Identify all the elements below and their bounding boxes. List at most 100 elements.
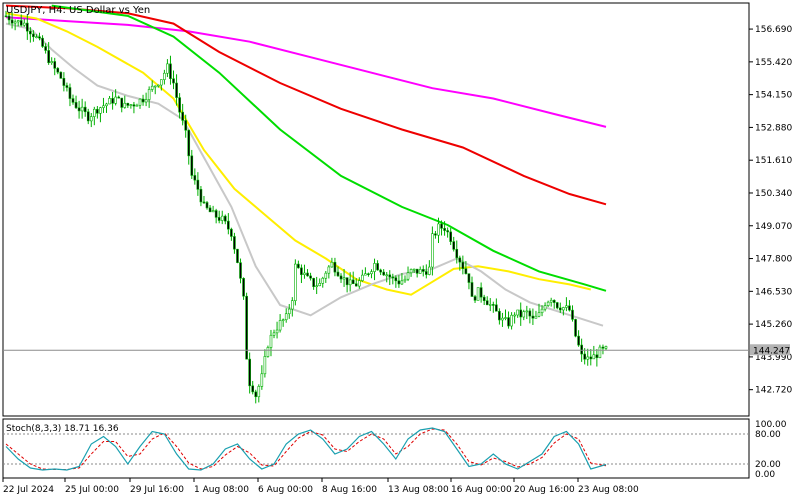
bullish-candle — [565, 305, 568, 308]
bullish-candle — [586, 356, 590, 360]
bearish-candle — [233, 236, 236, 250]
bearish-candle — [239, 262, 242, 279]
bearish-candle — [552, 299, 556, 303]
bearish-candle — [421, 269, 425, 272]
bullish-candle — [327, 266, 331, 274]
bullish-candle — [266, 347, 270, 357]
bearish-candle — [473, 296, 477, 301]
price-tick-label: 155.420 — [755, 58, 792, 68]
price-tick-label: 151.610 — [755, 156, 792, 166]
bullish-candle — [275, 329, 279, 334]
bullish-candle — [303, 272, 306, 275]
bearish-candle — [583, 353, 586, 360]
bullish-candle — [324, 272, 328, 279]
bullish-candle — [412, 268, 416, 271]
bearish-candle — [117, 96, 120, 99]
bearish-candle — [425, 271, 428, 275]
bullish-candle — [160, 79, 163, 86]
bearish-candle — [461, 261, 465, 269]
bearish-candle — [245, 295, 248, 360]
price-tick-label: 143.990 — [755, 353, 792, 363]
bullish-candle — [385, 274, 389, 277]
bullish-candle — [147, 89, 151, 100]
time-tick-label: 1 Aug 08:00 — [194, 485, 249, 495]
bullish-candle — [278, 320, 282, 331]
stochastic-panel-frame — [2, 418, 750, 479]
bullish-candle — [361, 274, 364, 281]
bearish-candle — [187, 129, 191, 157]
stochastic-axis-label: 80.00 — [755, 430, 781, 440]
bullish-candle — [510, 314, 513, 327]
time-tick-label: 20 Aug 16:00 — [514, 485, 575, 495]
bearish-candle — [193, 175, 197, 181]
moving-average-line — [5, 12, 592, 296]
stochastic-axis-label: 20.00 — [755, 460, 781, 470]
bullish-candle — [13, 21, 17, 24]
bearish-candle — [577, 335, 580, 346]
bearish-candle — [10, 19, 14, 24]
bearish-candle — [479, 287, 483, 298]
bearish-candle — [184, 120, 187, 131]
bullish-candle — [315, 285, 318, 288]
bearish-candle — [65, 85, 69, 88]
bullish-candle — [284, 313, 288, 321]
bearish-candle — [248, 358, 251, 387]
bullish-candle — [163, 72, 166, 80]
bullish-candle — [476, 287, 480, 301]
bearish-candle — [595, 354, 599, 359]
bearish-candle — [19, 20, 23, 26]
bullish-candle — [370, 271, 373, 275]
bearish-candle — [29, 30, 32, 35]
bearish-candle — [519, 309, 523, 318]
current-price-box — [750, 344, 790, 356]
bearish-candle — [485, 300, 489, 306]
bearish-candle — [205, 202, 209, 209]
bullish-candle — [330, 261, 334, 268]
bullish-candle — [562, 307, 565, 311]
bullish-candle — [549, 299, 553, 303]
stochastic-main-line — [5, 427, 607, 471]
bullish-candle — [123, 102, 127, 108]
bearish-candle — [126, 102, 130, 106]
bearish-candle — [482, 296, 486, 302]
bullish-candle — [93, 108, 96, 117]
bullish-candle — [102, 105, 105, 108]
bearish-candle — [254, 391, 258, 398]
bullish-candle — [105, 103, 108, 107]
time-tick-label: 25 Jul 00:00 — [65, 485, 119, 495]
bearish-candle — [333, 261, 337, 273]
bullish-candle — [114, 96, 117, 104]
bearish-candle — [388, 274, 392, 278]
bearish-candle — [574, 319, 577, 337]
bullish-candle — [418, 269, 422, 274]
price-tick-label: 145.260 — [755, 320, 792, 330]
price-axis: 156.690 155.420 154.150 152.880 151.610 150.3… — [749, 25, 792, 396]
bearish-candle — [434, 233, 437, 236]
stochastic-axis-label: 0.00 — [755, 470, 775, 480]
bearish-candle — [169, 63, 172, 80]
bullish-candle — [431, 233, 434, 268]
bullish-candle — [129, 104, 133, 106]
bearish-candle — [382, 271, 385, 276]
time-tick-label: 29 Jul 16:00 — [130, 485, 184, 495]
time-tick-label: 23 Aug 08:00 — [578, 485, 639, 495]
bearish-candle — [181, 111, 184, 121]
price-tick-label: 146.530 — [755, 287, 792, 297]
bearish-candle — [297, 263, 300, 269]
bearish-candle — [68, 87, 72, 99]
bullish-candle — [428, 266, 431, 275]
bearish-candle — [208, 207, 212, 213]
bullish-candle — [99, 107, 102, 114]
moving-average-line — [5, 16, 607, 128]
bullish-candle — [409, 269, 413, 274]
bullish-candle — [22, 22, 26, 26]
bearish-candle — [498, 310, 501, 321]
bearish-candle — [217, 217, 221, 221]
bearish-candle — [59, 71, 63, 79]
bullish-candle — [516, 309, 519, 316]
bullish-candle — [150, 85, 154, 90]
bearish-candle — [38, 36, 41, 39]
bearish-candle — [172, 78, 175, 84]
bullish-candle — [525, 310, 529, 313]
